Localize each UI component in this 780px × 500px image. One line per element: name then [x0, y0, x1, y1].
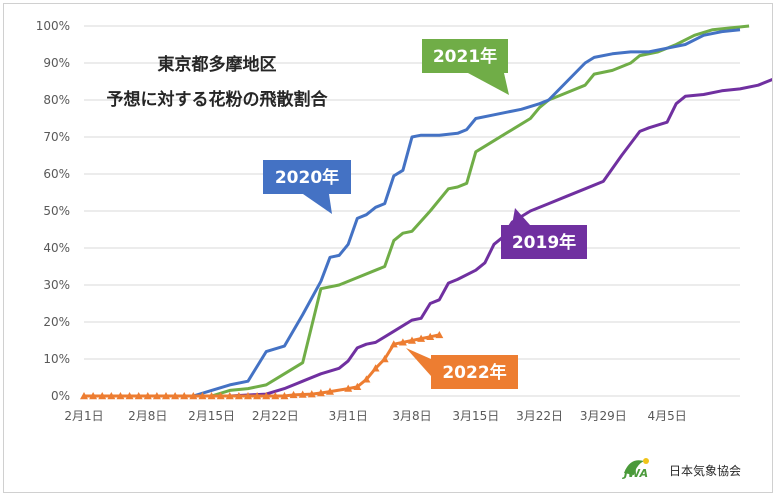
data-point-marker: [143, 392, 152, 400]
callout-box: [501, 225, 587, 259]
logo-swoosh: [624, 460, 644, 475]
data-point-marker: [180, 392, 189, 400]
x-tick-label: 3月1日: [329, 409, 368, 423]
jwa-logo-mark: JWA: [622, 458, 649, 480]
data-point-marker: [207, 392, 216, 400]
y-tick-label: 0%: [51, 389, 70, 403]
callout-2020: 2020年: [263, 160, 351, 214]
logo-org-name: 日本気象協会: [669, 463, 741, 478]
callout-label: 2022年: [442, 362, 506, 383]
data-point-marker: [80, 392, 88, 400]
data-point-marker: [171, 392, 180, 400]
y-tick-label: 90%: [43, 56, 70, 70]
callout-2019: 2019年: [501, 208, 587, 259]
callout-2021: 2021年: [422, 39, 509, 95]
data-point-marker: [362, 375, 371, 383]
data-point-marker: [244, 392, 252, 400]
data-point-marker: [125, 392, 134, 400]
logo-sun: [643, 458, 649, 464]
data-point-marker: [189, 392, 198, 400]
callout-box: [431, 355, 518, 389]
y-tick-label: 30%: [43, 278, 70, 292]
data-point-marker: [116, 392, 125, 400]
data-point-marker: [225, 392, 234, 400]
data-point-marker: [426, 332, 435, 340]
callout-label: 2020年: [275, 167, 339, 188]
data-point-marker: [162, 392, 170, 400]
data-point-marker: [198, 392, 207, 400]
jwa-logo: JWA 日本気象協会: [622, 458, 741, 480]
y-tick-label: 40%: [43, 241, 70, 255]
x-tick-label: 4月5日: [647, 409, 686, 423]
data-point-marker: [435, 330, 444, 339]
y-tick-label: 60%: [43, 167, 70, 181]
x-tick-label: 3月22日: [516, 409, 563, 423]
data-point-marker: [216, 392, 225, 400]
y-tick-label: 10%: [43, 352, 70, 366]
data-point-marker: [398, 338, 407, 346]
data-point-marker: [253, 392, 262, 400]
series-line-2021: [84, 24, 750, 398]
data-point-marker: [89, 392, 98, 400]
x-tick-label: 3月29日: [580, 409, 627, 423]
logo-mark-text: JWA: [622, 467, 648, 480]
series-line-2019: [84, 73, 780, 398]
callout-label: 2021年: [433, 46, 497, 67]
series-line-2020: [84, 28, 741, 398]
callout-box: [263, 160, 351, 194]
data-point-marker: [98, 392, 107, 400]
callout-label: 2019年: [512, 232, 576, 253]
data-point-marker: [380, 355, 389, 363]
chart-frame: 0% 10% 20% 30% 40% 50% 60% 70% 80% 90% 100% 2月1日 2月8…: [3, 3, 780, 493]
data-point-marker: [289, 390, 298, 399]
callout-pointer: [406, 348, 431, 376]
y-tick-label: 100%: [36, 19, 70, 33]
data-point-marker: [371, 364, 380, 372]
y-tick-label: 70%: [43, 130, 70, 144]
data-point-marker: [298, 390, 307, 398]
data-point-marker: [152, 392, 161, 400]
data-point-marker: [316, 389, 325, 397]
callout-pointer: [468, 73, 509, 95]
chart-title-line: 東京都多摩地区: [158, 54, 277, 75]
data-point-marker: [280, 392, 289, 400]
x-tick-label: 3月15日: [452, 409, 499, 423]
data-point-marker: [353, 382, 362, 390]
x-tick-label: 2月22日: [252, 409, 299, 423]
callout-2022: 2022年: [406, 348, 518, 389]
callout-pointer: [512, 208, 530, 225]
data-point-marker: [417, 334, 426, 342]
callout-pointer: [303, 194, 332, 214]
data-point-marker: [107, 392, 116, 400]
data-point-marker: [234, 392, 243, 400]
callout-box: [422, 39, 508, 73]
series-callouts: 2020年 2021年 2019年 2022年: [263, 39, 587, 389]
data-point-marker: [307, 390, 316, 398]
line-chart: 0% 10% 20% 30% 40% 50% 60% 70% 80% 90% 100% 2月1日 2月8…: [36, 19, 780, 480]
y-tick-label: 50%: [43, 204, 70, 218]
x-tick-label: 3月8日: [392, 409, 431, 423]
y-tick-label: 20%: [43, 315, 70, 329]
data-point-marker: [389, 340, 398, 348]
y-tick-label: 80%: [43, 93, 70, 107]
x-tick-label: 2月15日: [188, 409, 235, 423]
data-point-marker: [326, 387, 334, 395]
data-point-marker: [271, 392, 280, 400]
chart-title-line: 予想に対する花粉の飛散割合: [107, 89, 329, 110]
data-point-marker: [344, 384, 353, 392]
data-point-marker: [134, 392, 143, 400]
data-point-marker: [408, 336, 416, 344]
axes: 0% 10% 20% 30% 40% 50% 60% 70% 80% 90% 100% 2月1日 2月8…: [36, 19, 687, 423]
x-tick-label: 2月8日: [128, 409, 167, 423]
data-point-marker: [262, 392, 271, 400]
x-tick-label: 2月1日: [64, 409, 103, 423]
series-lines: [80, 24, 780, 400]
